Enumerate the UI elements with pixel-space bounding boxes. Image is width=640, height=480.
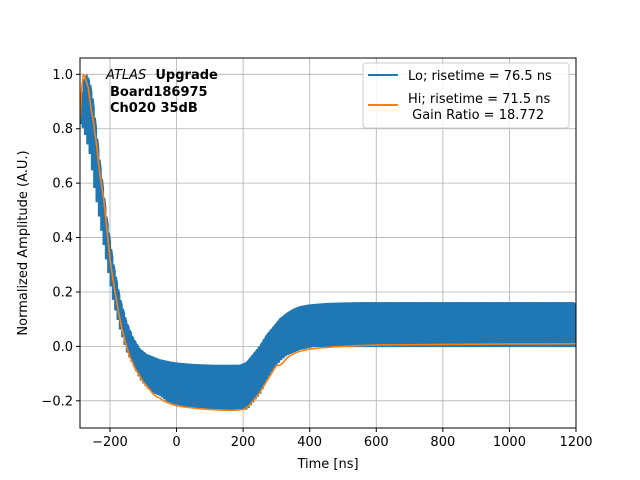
y-tick-label: 0.4 bbox=[52, 231, 73, 246]
y-tick-label: 0.2 bbox=[52, 285, 73, 300]
x-tick-label: 400 bbox=[297, 435, 322, 450]
y-tick-label: 0.6 bbox=[52, 177, 73, 192]
legend-label-hi: Hi; risetime = 71.5 ns Gain Ratio = 18.7… bbox=[408, 92, 550, 123]
y-tick-label: 0.8 bbox=[52, 122, 73, 137]
series-lo-line bbox=[80, 74, 576, 410]
x-tick-label: −200 bbox=[92, 435, 128, 450]
x-tick-label: 0 bbox=[172, 435, 180, 450]
x-tick-label: 1200 bbox=[559, 435, 592, 450]
annotation-line2: Board186975 bbox=[110, 85, 208, 100]
annotation-bold: Upgrade bbox=[155, 68, 218, 83]
x-tick-label: 800 bbox=[430, 435, 455, 450]
x-tick-label: 1000 bbox=[493, 435, 526, 450]
series-hi-line bbox=[80, 73, 576, 412]
y-tick-label: 0.0 bbox=[52, 340, 73, 355]
axes-frame bbox=[79, 57, 577, 429]
y-tick-label: 1.0 bbox=[52, 68, 73, 83]
x-axis-label: Time [ns] bbox=[296, 457, 358, 472]
y-tick-label: −0.2 bbox=[41, 394, 73, 409]
annotation-line3: Ch020 35dB bbox=[110, 101, 198, 116]
annotation-italic: ATLAS bbox=[105, 68, 146, 83]
legend-box bbox=[362, 62, 570, 129]
legend-label-hi-line: Hi; risetime = 71.5 ns bbox=[408, 92, 550, 107]
ticks: −200 0 200 400 600 800 1000 1200 −0.2 0.0 0.2 0.4 0.… bbox=[41, 68, 592, 450]
legend-label-hi-line: Gain Ratio = 18.772 bbox=[408, 108, 544, 123]
legend-label-lo: Lo; risetime = 76.5 ns bbox=[408, 69, 552, 84]
legend: Lo; risetime = 76.5 ns Hi; risetime = 71… bbox=[362, 62, 570, 129]
y-axis-label: Normalized Amplitude (A.U.) bbox=[16, 150, 31, 335]
annotation-line1: ATLAS Upgrade bbox=[105, 64, 218, 83]
annotation: ATLAS Upgrade Board186975 Ch020 35dB bbox=[105, 64, 218, 116]
x-tick-label: 200 bbox=[231, 435, 256, 450]
x-tick-label: 600 bbox=[364, 435, 389, 450]
plot-area bbox=[80, 73, 576, 412]
